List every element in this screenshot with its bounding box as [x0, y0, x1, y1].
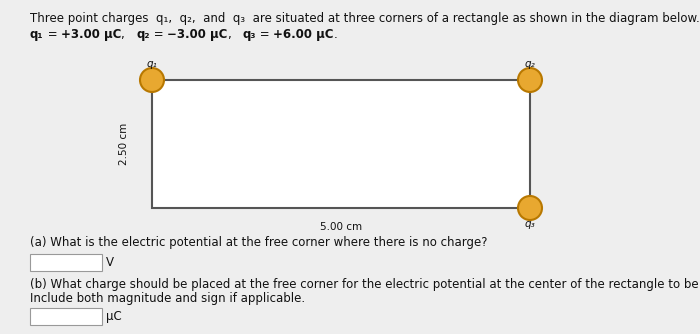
Text: 5.00 cm: 5.00 cm — [320, 222, 362, 232]
Text: q₂: q₂ — [136, 28, 150, 41]
Bar — [30, 254, 102, 271]
Text: ,: , — [228, 28, 242, 41]
Circle shape — [518, 68, 542, 92]
Text: =: = — [43, 28, 61, 41]
Text: q₁: q₁ — [146, 59, 158, 69]
Text: V: V — [106, 256, 114, 269]
Text: +6.00 μC: +6.00 μC — [274, 28, 334, 41]
Circle shape — [140, 68, 164, 92]
Text: q₂: q₂ — [524, 59, 536, 69]
Text: +3.00 μC: +3.00 μC — [61, 28, 121, 41]
Bar — [152, 80, 530, 208]
Text: (a) What is the electric potential at the free corner where there is no charge?: (a) What is the electric potential at th… — [30, 236, 487, 249]
Circle shape — [518, 196, 542, 220]
Text: q₃: q₃ — [242, 28, 256, 41]
Text: q₁: q₁ — [30, 28, 43, 41]
Text: −3.00 μC: −3.00 μC — [167, 28, 228, 41]
Text: ,: , — [121, 28, 136, 41]
Text: (b) What charge should be placed at the free corner for the electric potential a: (b) What charge should be placed at the … — [30, 278, 700, 291]
Text: μC: μC — [106, 310, 122, 323]
Text: Three point charges  q₁,  q₂,  and  q₃  are situated at three corners of a recta: Three point charges q₁, q₂, and q₃ are s… — [30, 12, 700, 25]
Text: Include both magnitude and sign if applicable.: Include both magnitude and sign if appli… — [30, 292, 305, 305]
Text: .: . — [334, 28, 337, 41]
Bar — [30, 308, 102, 325]
Text: =: = — [256, 28, 274, 41]
Text: q₃: q₃ — [524, 219, 536, 229]
Text: 2.50 cm: 2.50 cm — [119, 123, 129, 165]
Text: =: = — [150, 28, 167, 41]
